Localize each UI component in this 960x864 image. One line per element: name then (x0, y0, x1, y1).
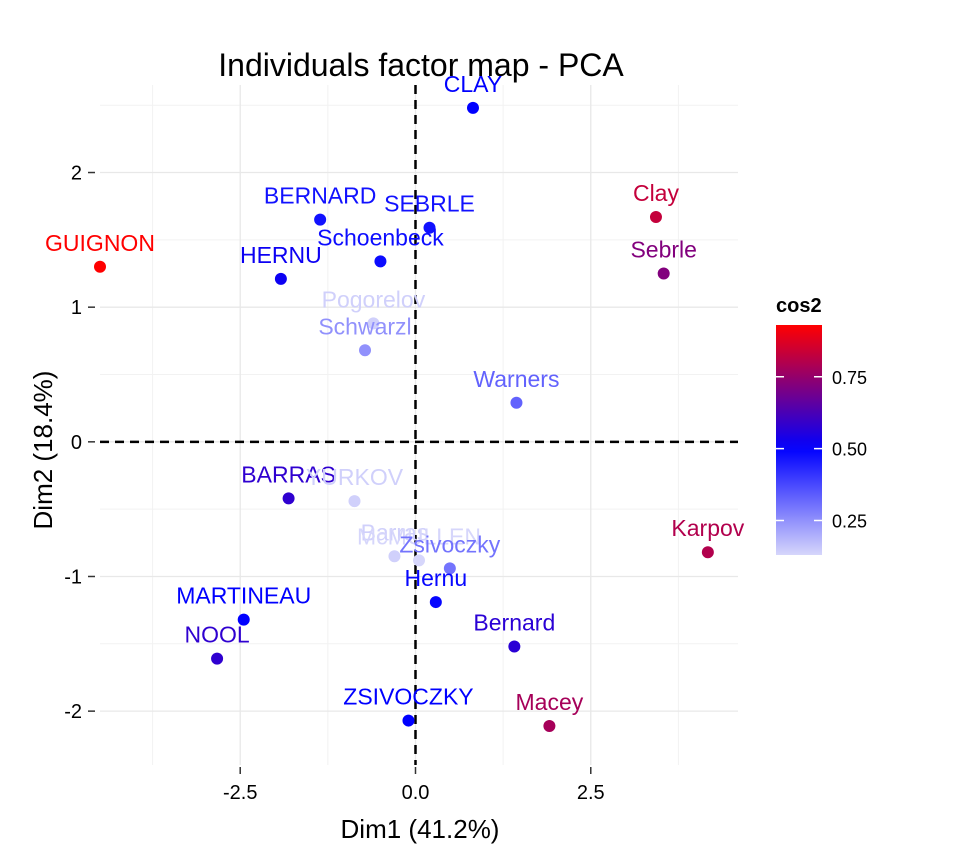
data-point (649, 210, 662, 223)
legend-label: 0.25 (832, 512, 867, 532)
point-label: Schwarzl (318, 313, 411, 339)
point-label: YURKOV (306, 464, 404, 490)
legend-title: cos2 (776, 295, 822, 317)
point-label: Karpov (671, 515, 744, 541)
point-label: MARTINEAU (176, 583, 311, 609)
data-point (94, 260, 106, 273)
data-point (359, 344, 372, 357)
chart-title: Individuals factor map - PCA (218, 47, 624, 83)
x-tick-label: -2.5 (223, 782, 257, 804)
point-label: Pogorelov (322, 286, 426, 312)
reference-lines (100, 85, 738, 765)
data-point (367, 317, 380, 330)
data-point (314, 213, 327, 226)
point-label: NOOL (184, 622, 249, 648)
y-tick-label: 2 (71, 163, 82, 185)
data-point (508, 640, 521, 653)
x-tick-label: 0.0 (402, 782, 430, 804)
point-label: CLAY (444, 71, 502, 97)
data-point (657, 267, 670, 280)
data-point (423, 221, 436, 234)
data-point (274, 272, 287, 285)
point-label: SEBRLE (384, 191, 475, 217)
data-point (348, 495, 361, 508)
data-point (466, 101, 479, 114)
data-point (388, 550, 401, 563)
point-label: GUIGNON (45, 230, 155, 256)
y-axis-title: Dim2 (18.4%) (28, 371, 58, 530)
y-tick-label: -1 (64, 566, 82, 588)
point-label: McMULLEN (357, 523, 481, 549)
data-point (237, 613, 250, 626)
point-label: Zsivoczky (399, 531, 500, 557)
point-label: BARRAS (241, 461, 336, 487)
data-point (282, 492, 295, 505)
data-point (543, 719, 556, 732)
point-label: Schoenbeck (317, 224, 444, 250)
point-label: Sebrle (630, 237, 696, 263)
data-point (443, 562, 456, 575)
data-point (211, 652, 224, 665)
legend-color-bar (776, 325, 822, 555)
y-tick-label: -2 (64, 701, 82, 723)
data-point (402, 714, 415, 727)
x-axis-title: Dim1 (41.2%) (341, 814, 500, 844)
axes: -2.5 0.0 2.5 -2 -1 0 1 2 (64, 163, 604, 804)
point-label: HERNU (240, 242, 322, 268)
data-point (413, 554, 425, 567)
data-point (510, 396, 523, 409)
data-point (374, 255, 387, 268)
data-points (94, 101, 714, 732)
point-label: Bernard (473, 610, 555, 636)
color-legend: cos2 0.25 0.50 0.75 (776, 295, 867, 555)
data-point (701, 546, 714, 559)
data-point (429, 596, 442, 609)
y-tick-label: 0 (71, 432, 82, 454)
legend-label: 0.75 (832, 368, 867, 388)
y-tick-label: 1 (71, 297, 82, 319)
legend-label: 0.50 (832, 440, 867, 460)
point-label: Macey (516, 689, 584, 715)
point-label: BERNARD (264, 183, 376, 209)
point-label: Clay (633, 180, 680, 206)
x-tick-label: 2.5 (577, 782, 605, 804)
point-label: Warners (473, 366, 559, 392)
point-label: Barras (361, 519, 429, 545)
point-label: ZSIVOCZKY (343, 684, 473, 710)
point-label: Hernu (404, 565, 467, 591)
